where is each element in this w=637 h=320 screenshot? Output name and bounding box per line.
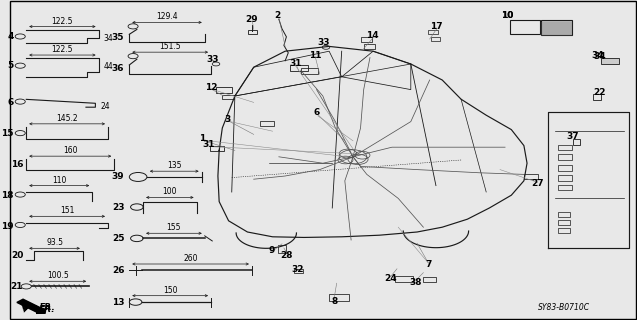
Bar — [541, 20, 571, 35]
Text: 44: 44 — [104, 62, 113, 71]
Text: 18: 18 — [1, 191, 14, 200]
Bar — [429, 30, 438, 34]
Bar — [573, 139, 580, 145]
Bar — [431, 37, 440, 41]
Text: FR.: FR. — [39, 305, 55, 314]
Bar — [424, 277, 436, 282]
Text: 31: 31 — [202, 140, 215, 149]
Text: 28: 28 — [280, 251, 292, 260]
Text: 33: 33 — [206, 55, 219, 64]
Bar — [524, 174, 538, 179]
Text: 32: 32 — [292, 265, 304, 274]
Text: 135: 135 — [167, 161, 182, 170]
Bar — [559, 165, 572, 171]
Bar — [216, 87, 233, 93]
Bar — [260, 121, 274, 126]
Text: 34: 34 — [593, 52, 606, 61]
Text: ▶: ▶ — [16, 296, 33, 313]
Text: 20: 20 — [11, 251, 23, 260]
Text: 9: 9 — [268, 246, 275, 255]
Text: 110: 110 — [52, 176, 66, 185]
Text: 10: 10 — [501, 11, 513, 20]
Text: 122.5: 122.5 — [52, 17, 73, 26]
Text: 4: 4 — [8, 32, 14, 41]
Bar — [559, 175, 572, 181]
Text: 129.4: 129.4 — [156, 12, 178, 21]
Bar — [559, 228, 569, 233]
Text: 39: 39 — [111, 172, 124, 181]
Text: 31: 31 — [289, 59, 301, 68]
FancyArrow shape — [17, 299, 45, 313]
Bar — [210, 146, 224, 151]
Text: 21: 21 — [11, 282, 23, 291]
Text: 145.2: 145.2 — [56, 114, 78, 123]
Text: 151: 151 — [60, 206, 75, 215]
Text: 36: 36 — [111, 64, 124, 73]
Bar — [329, 294, 349, 301]
Bar — [559, 212, 569, 217]
Text: 35: 35 — [111, 33, 124, 42]
Text: 151.5: 151.5 — [159, 42, 181, 51]
Bar — [222, 95, 234, 99]
Text: 22: 22 — [593, 88, 606, 97]
Text: 6: 6 — [8, 98, 14, 107]
Bar — [278, 245, 287, 253]
Text: 17: 17 — [429, 22, 442, 31]
Bar — [601, 58, 619, 64]
Bar — [290, 65, 308, 71]
Text: 24: 24 — [101, 101, 110, 111]
Text: 6: 6 — [313, 108, 320, 117]
Text: 34: 34 — [104, 34, 113, 43]
Text: 7: 7 — [426, 260, 432, 269]
Text: 10: 10 — [501, 11, 513, 20]
Text: 13: 13 — [111, 298, 124, 307]
Bar — [364, 44, 375, 49]
Text: 260: 260 — [183, 254, 198, 263]
Text: 16: 16 — [11, 160, 23, 169]
Text: 2: 2 — [275, 11, 281, 20]
Text: 1: 1 — [199, 134, 205, 143]
Text: 23: 23 — [111, 203, 124, 212]
Bar — [559, 154, 572, 160]
Text: 150: 150 — [163, 286, 178, 295]
Text: 26: 26 — [111, 266, 124, 275]
Bar — [395, 276, 413, 282]
Text: SY83-B0710C: SY83-B0710C — [538, 303, 590, 312]
Text: 100: 100 — [162, 188, 177, 196]
Text: 122.5: 122.5 — [52, 45, 73, 54]
Text: 34: 34 — [592, 51, 605, 60]
Text: 93.5: 93.5 — [46, 238, 63, 247]
Text: 25: 25 — [111, 234, 124, 243]
Text: 38: 38 — [410, 278, 422, 287]
Bar — [559, 220, 569, 225]
Bar — [294, 269, 303, 273]
Text: 27: 27 — [531, 179, 544, 188]
Text: 100.5: 100.5 — [47, 271, 69, 280]
Text: FR.: FR. — [39, 303, 54, 312]
Text: 29: 29 — [245, 15, 257, 24]
Bar — [510, 20, 540, 34]
Text: 33: 33 — [318, 38, 331, 47]
Bar — [559, 185, 572, 190]
Bar — [559, 145, 572, 150]
Bar — [248, 30, 257, 34]
Text: 12: 12 — [204, 83, 217, 92]
Text: 11: 11 — [309, 51, 322, 60]
Text: 3: 3 — [224, 115, 231, 124]
Text: 37: 37 — [566, 132, 579, 141]
Bar — [361, 37, 372, 42]
Text: 15: 15 — [1, 129, 14, 138]
Text: 14: 14 — [366, 31, 378, 40]
Text: 160: 160 — [63, 146, 78, 155]
Text: 8: 8 — [331, 297, 337, 306]
Bar — [301, 68, 318, 74]
Text: 24: 24 — [384, 274, 397, 283]
Text: 19: 19 — [1, 222, 14, 231]
Text: 5: 5 — [8, 61, 14, 70]
Text: 155: 155 — [167, 223, 181, 232]
Bar — [593, 94, 601, 100]
